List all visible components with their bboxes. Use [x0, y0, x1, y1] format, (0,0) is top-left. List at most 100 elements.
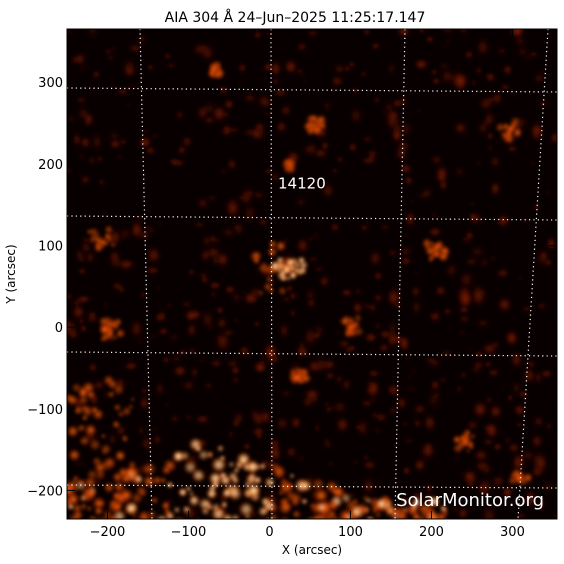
emission-patch	[430, 68, 439, 76]
emission-patch	[140, 434, 154, 452]
emission-patch	[222, 110, 231, 119]
emission-patch	[334, 415, 351, 434]
emission-patch	[320, 181, 336, 200]
emission-patch	[172, 364, 188, 378]
emission-patch	[136, 337, 144, 346]
emission-patch	[273, 416, 291, 431]
emission-patch	[83, 64, 90, 70]
emission-patch	[502, 64, 514, 76]
emission-patch	[437, 348, 455, 358]
emission-patch	[105, 54, 117, 62]
limb-emission-patch	[84, 423, 98, 437]
limb-emission-patch	[131, 512, 137, 518]
limb-emission-patch	[311, 514, 321, 519]
emission-patch	[512, 127, 523, 137]
emission-patch	[67, 326, 80, 341]
y-axis-label: Y (arcsec)	[4, 244, 18, 304]
emission-patch	[474, 160, 483, 166]
emission-patch	[456, 29, 471, 36]
limb-emission-patch	[113, 503, 122, 512]
limb-emission-patch	[100, 443, 112, 456]
emission-patch	[385, 60, 398, 78]
emission-patch	[471, 360, 486, 370]
emission-patch	[293, 194, 308, 209]
emission-patch	[327, 461, 334, 466]
emission-patch	[512, 403, 528, 417]
emission-patch	[168, 332, 180, 344]
emission-patch	[382, 110, 388, 116]
emission-patch	[509, 116, 522, 128]
emission-patch	[463, 49, 475, 61]
emission-patch	[516, 421, 522, 428]
limb-emission-patch	[186, 485, 192, 492]
emission-patch	[545, 421, 553, 432]
emission-patch	[210, 290, 217, 299]
limb-emission-patch	[67, 498, 73, 505]
emission-patch	[74, 95, 88, 105]
emission-patch	[277, 286, 288, 296]
emission-patch	[263, 265, 272, 273]
limb-emission-patch	[196, 519, 200, 523]
emission-patch	[453, 506, 459, 512]
emission-patch	[109, 241, 117, 249]
emission-patch	[242, 131, 248, 135]
active-region-bright-patch	[293, 266, 301, 274]
emission-patch	[306, 297, 317, 310]
limb-emission-patch	[211, 479, 220, 489]
emission-patch	[549, 130, 557, 145]
limb-emission-patch	[79, 502, 88, 511]
limb-emission-patch	[78, 423, 86, 432]
emission-patch	[517, 276, 524, 281]
limb-emission-patch	[200, 506, 210, 516]
limb-emission-patch	[429, 496, 441, 507]
limb-emission-patch	[164, 507, 170, 514]
limb-emission-patch	[259, 463, 266, 470]
emission-patch	[77, 267, 87, 276]
emission-patch	[253, 269, 260, 273]
limb-emission-patch	[79, 435, 90, 447]
limb-emission-patch	[439, 505, 447, 512]
emission-patch	[372, 292, 384, 303]
limb-emission-patch	[67, 394, 79, 406]
emission-patch	[526, 358, 537, 371]
emission-patch	[88, 361, 98, 374]
emission-patch	[487, 403, 504, 420]
emission-patch	[417, 29, 427, 36]
emission-patch	[503, 126, 508, 131]
emission-patch	[484, 71, 497, 83]
emission-patch	[456, 506, 470, 519]
limb-emission-patch	[370, 519, 379, 528]
emission-patch	[378, 483, 383, 486]
emission-patch	[335, 155, 345, 164]
limb-emission-patch	[81, 414, 88, 421]
emission-patch	[507, 393, 514, 402]
emission-patch	[263, 168, 274, 175]
y-tick-label: 300	[38, 76, 63, 91]
emission-patch	[168, 413, 181, 425]
emission-patch	[370, 42, 381, 50]
emission-patch	[421, 122, 426, 125]
active-region-bright-patch	[285, 275, 292, 281]
limb-emission-patch	[173, 506, 181, 514]
emission-patch	[97, 177, 107, 187]
limb-emission-patch	[86, 506, 92, 512]
grid-longitude-line	[270, 29, 273, 519]
emission-patch	[143, 128, 149, 134]
emission-patch	[110, 320, 117, 327]
limb-emission-patch	[299, 479, 313, 493]
emission-patch	[297, 456, 305, 461]
limb-emission-patch	[182, 505, 191, 513]
emission-patch	[465, 472, 471, 479]
emission-patch	[431, 77, 441, 86]
emission-patch	[320, 441, 336, 450]
limb-emission-patch	[86, 468, 98, 481]
emission-patch	[323, 438, 331, 445]
limb-emission-patch	[260, 497, 270, 507]
limb-emission-patch	[375, 497, 388, 511]
emission-patch	[272, 88, 289, 97]
limb-emission-patch	[81, 486, 93, 497]
emission-patch	[496, 295, 513, 314]
emission-patch	[186, 347, 198, 355]
emission-patch	[361, 134, 374, 144]
x-tick-label: −200	[90, 525, 126, 540]
